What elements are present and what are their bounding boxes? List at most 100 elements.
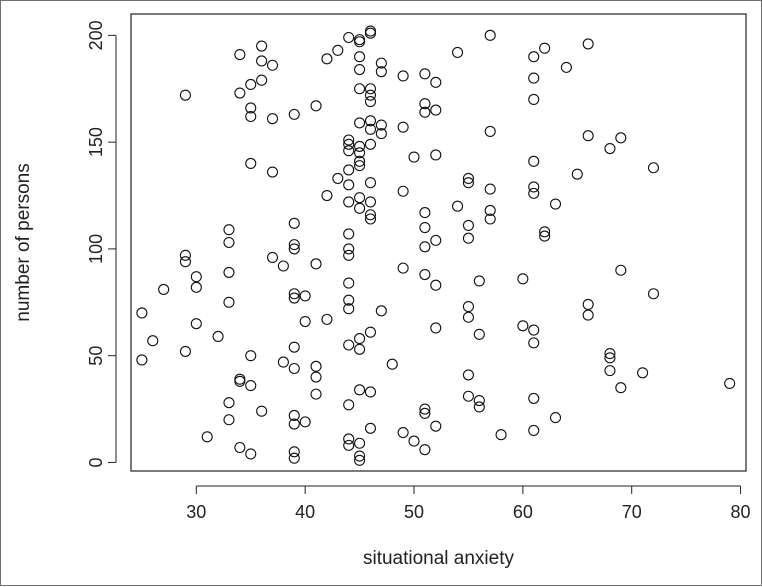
data-point xyxy=(375,119,387,131)
data-point xyxy=(462,232,474,244)
data-point xyxy=(430,420,442,432)
data-point xyxy=(343,196,355,208)
x-tick-label: 40 xyxy=(295,502,315,522)
data-point xyxy=(549,198,562,210)
data-point xyxy=(517,273,529,285)
data-point xyxy=(408,151,420,163)
data-point xyxy=(364,422,377,434)
data-point xyxy=(462,390,474,402)
data-point xyxy=(615,132,627,144)
data-point xyxy=(364,196,377,208)
data-point xyxy=(528,337,540,349)
data-point xyxy=(354,384,366,396)
x-axis-title: situational anxiety xyxy=(363,548,515,569)
data-point xyxy=(288,452,300,464)
data-point xyxy=(190,271,202,283)
data-point xyxy=(528,93,540,105)
data-point xyxy=(288,243,300,255)
data-point xyxy=(343,303,355,315)
data-point xyxy=(288,217,300,229)
data-point xyxy=(430,279,442,291)
data-point xyxy=(288,446,300,458)
data-point xyxy=(299,315,311,328)
x-tick-label: 30 xyxy=(186,502,206,522)
data-point xyxy=(256,40,268,52)
data-point xyxy=(223,236,235,249)
data-point xyxy=(484,183,496,195)
data-point xyxy=(473,394,485,407)
data-point xyxy=(528,72,540,84)
data-points xyxy=(136,25,736,466)
data-point xyxy=(245,102,257,114)
data-point xyxy=(462,369,474,381)
data-point xyxy=(473,328,485,340)
data-point xyxy=(364,209,377,221)
data-point xyxy=(582,298,594,310)
data-point xyxy=(223,224,235,236)
data-point xyxy=(234,375,246,387)
data-point xyxy=(354,155,366,167)
data-point xyxy=(354,450,366,462)
data-point xyxy=(245,350,257,362)
data-point xyxy=(571,168,583,180)
data-point xyxy=(419,207,431,219)
data-point xyxy=(604,365,616,377)
data-point xyxy=(647,288,660,300)
data-point xyxy=(354,140,366,152)
data-point xyxy=(724,377,736,389)
data-point xyxy=(245,448,257,460)
data-point xyxy=(158,283,170,296)
data-point xyxy=(343,243,355,255)
data-point xyxy=(310,371,322,383)
data-point xyxy=(364,123,377,135)
data-point xyxy=(190,281,202,293)
x-tick-label: 50 xyxy=(404,502,424,522)
data-point xyxy=(462,219,474,231)
data-point xyxy=(288,239,300,251)
data-point xyxy=(430,149,442,161)
data-point xyxy=(343,277,355,289)
data-point xyxy=(375,128,387,140)
data-point xyxy=(223,397,235,409)
data-point xyxy=(615,382,627,394)
data-point xyxy=(364,213,377,225)
data-point xyxy=(364,386,377,398)
data-point xyxy=(375,66,387,78)
data-point xyxy=(419,407,431,419)
data-point xyxy=(343,294,355,306)
data-point xyxy=(604,142,616,155)
data-point xyxy=(354,160,366,172)
data-point xyxy=(179,249,191,261)
data-point xyxy=(582,130,594,142)
data-point xyxy=(343,399,355,411)
data-point xyxy=(256,405,268,417)
data-point xyxy=(419,403,431,415)
data-point xyxy=(179,89,191,101)
data-point xyxy=(397,262,409,274)
data-point xyxy=(310,388,322,400)
data-point xyxy=(321,313,333,325)
data-point xyxy=(419,68,431,80)
data-point xyxy=(430,76,442,88)
data-point xyxy=(277,356,289,368)
data-point xyxy=(419,98,431,110)
data-point xyxy=(288,418,300,430)
data-point xyxy=(462,177,474,189)
data-point xyxy=(343,134,355,146)
data-point xyxy=(560,61,572,73)
data-point xyxy=(343,249,355,261)
data-point xyxy=(179,345,191,357)
data-point xyxy=(364,27,377,39)
data-point xyxy=(299,290,311,302)
data-point xyxy=(266,59,279,71)
data-point xyxy=(364,83,377,95)
x-tick-label: 70 xyxy=(622,502,642,522)
y-axis-title: number of persons xyxy=(13,163,34,321)
data-point xyxy=(354,51,366,63)
data-point xyxy=(430,322,442,334)
data-point xyxy=(310,100,322,112)
data-point xyxy=(277,260,289,272)
data-point xyxy=(364,25,377,37)
data-point xyxy=(397,121,409,133)
